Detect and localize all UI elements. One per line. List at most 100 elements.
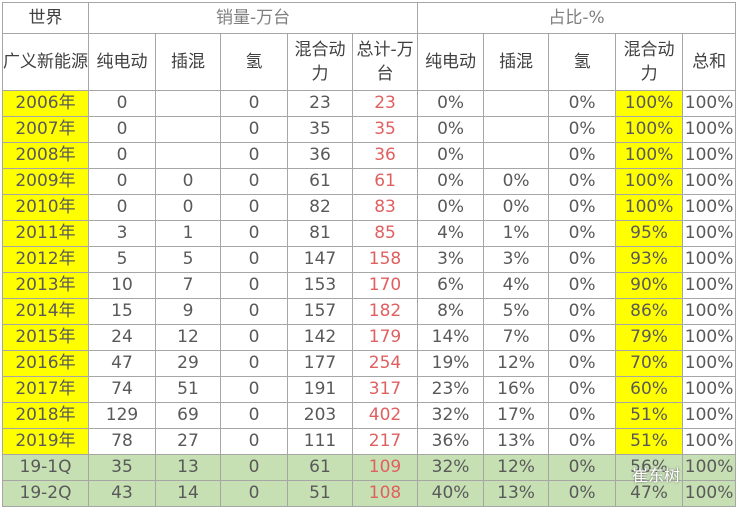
cell: 0 bbox=[220, 454, 288, 481]
cell: 61 bbox=[287, 168, 353, 195]
table-row: 2013年 10 7 0 153 170 6% 4% 0% 90% 100% bbox=[2, 272, 737, 299]
cell: 0 bbox=[220, 116, 288, 143]
table-row: 2011年 3 1 0 81 85 4% 1% 0% 95% 100% bbox=[2, 220, 737, 247]
cell: 3% bbox=[417, 246, 485, 273]
cell: 95% bbox=[615, 220, 684, 247]
cell: 90% bbox=[615, 272, 684, 299]
cell: 8% bbox=[417, 298, 485, 325]
cell: 51 bbox=[155, 376, 221, 403]
cell: 100% bbox=[682, 298, 737, 325]
cell: 0% bbox=[548, 454, 617, 481]
cell: 254 bbox=[351, 350, 419, 377]
cell: 0% bbox=[548, 428, 617, 455]
cell: 100% bbox=[682, 142, 737, 169]
cell: 317 bbox=[351, 376, 419, 403]
cell: 7 bbox=[155, 272, 221, 299]
row-label: 2014年 bbox=[2, 298, 89, 325]
cell: 86% bbox=[615, 298, 684, 325]
cell: 10 bbox=[88, 272, 156, 299]
cell: 70% bbox=[615, 350, 684, 377]
cell: 0 bbox=[155, 168, 221, 195]
cell: 0% bbox=[417, 194, 485, 221]
row-label: 2013年 bbox=[2, 272, 89, 299]
cell: 78 bbox=[88, 428, 156, 455]
row-label: 2019年 bbox=[2, 428, 89, 455]
cell: 100% bbox=[615, 142, 684, 169]
column-header: 纯电动 bbox=[417, 33, 485, 91]
cell: 182 bbox=[351, 298, 419, 325]
row-label: 2017年 bbox=[2, 376, 89, 403]
row-label: 2008年 bbox=[2, 142, 89, 169]
cell: 69 bbox=[155, 402, 221, 429]
cell bbox=[483, 90, 550, 117]
group-share: 占比-% bbox=[417, 2, 737, 34]
row-label: 2011年 bbox=[2, 220, 89, 247]
cell: 402 bbox=[351, 402, 419, 429]
cell: 217 bbox=[351, 428, 419, 455]
column-header: 混合动力 bbox=[615, 33, 684, 91]
cell: 179 bbox=[351, 324, 419, 351]
cell: 142 bbox=[287, 324, 353, 351]
row-label: 2016年 bbox=[2, 350, 89, 377]
table-row: 2010年 0 0 0 82 83 0% 0% 0% 100% 100% bbox=[2, 194, 737, 221]
cell: 129 bbox=[88, 402, 156, 429]
cell: 0% bbox=[417, 142, 485, 169]
cell: 0 bbox=[220, 480, 288, 507]
cell: 0 bbox=[220, 220, 288, 247]
cell: 0 bbox=[220, 298, 288, 325]
cell: 203 bbox=[287, 402, 353, 429]
cell: 0% bbox=[548, 142, 617, 169]
cell: 0 bbox=[88, 90, 156, 117]
column-header: 纯电动 bbox=[88, 33, 156, 91]
cell: 100% bbox=[682, 454, 737, 481]
cell: 7% bbox=[483, 324, 550, 351]
column-header: 插混 bbox=[483, 33, 550, 91]
cell: 13% bbox=[483, 428, 550, 455]
cell: 108 bbox=[351, 480, 419, 507]
cell: 100% bbox=[682, 220, 737, 247]
cell: 61 bbox=[351, 168, 419, 195]
cell: 0 bbox=[220, 428, 288, 455]
cell: 36 bbox=[287, 142, 353, 169]
table-row: 19-1Q 35 13 0 61 109 32% 12% 0% 56% 100% bbox=[2, 454, 737, 481]
cell: 0 bbox=[220, 272, 288, 299]
cell: 0% bbox=[548, 194, 617, 221]
cell: 100% bbox=[682, 480, 737, 507]
cell: 0% bbox=[548, 116, 617, 143]
cell: 0 bbox=[220, 376, 288, 403]
cell: 0 bbox=[155, 194, 221, 221]
column-header: 混合动力 bbox=[287, 33, 353, 91]
cell bbox=[155, 90, 221, 117]
cell: 9 bbox=[155, 298, 221, 325]
cell: 23% bbox=[417, 376, 485, 403]
table-row: 2015年 24 12 0 142 179 14% 7% 0% 79% 100% bbox=[2, 324, 737, 351]
cell: 23 bbox=[287, 90, 353, 117]
cell: 0% bbox=[548, 376, 617, 403]
cell: 100% bbox=[615, 194, 684, 221]
cell: 100% bbox=[682, 272, 737, 299]
cell: 0 bbox=[220, 402, 288, 429]
cell: 12% bbox=[483, 454, 550, 481]
cell: 17% bbox=[483, 402, 550, 429]
table-row: 2008年 0 0 36 36 0% 0% 100% 100% bbox=[2, 142, 737, 169]
cell: 51% bbox=[615, 428, 684, 455]
row-label: 2006年 bbox=[2, 90, 89, 117]
cell: 35 bbox=[88, 454, 156, 481]
cell: 19% bbox=[417, 350, 485, 377]
cell: 27 bbox=[155, 428, 221, 455]
cell: 100% bbox=[682, 246, 737, 273]
cell: 0 bbox=[220, 246, 288, 273]
column-header: 总和 bbox=[682, 33, 737, 91]
cell: 32% bbox=[417, 454, 485, 481]
cell bbox=[483, 142, 550, 169]
cell: 0% bbox=[548, 168, 617, 195]
cell: 0% bbox=[548, 272, 617, 299]
cell: 100% bbox=[615, 168, 684, 195]
cell: 0 bbox=[220, 168, 288, 195]
table-row: 2006年 0 0 23 23 0% 0% 100% 100% bbox=[2, 90, 737, 117]
cell: 0% bbox=[417, 168, 485, 195]
cell: 36% bbox=[417, 428, 485, 455]
cell: 16% bbox=[483, 376, 550, 403]
cell: 0 bbox=[88, 168, 156, 195]
cell: 100% bbox=[682, 90, 737, 117]
